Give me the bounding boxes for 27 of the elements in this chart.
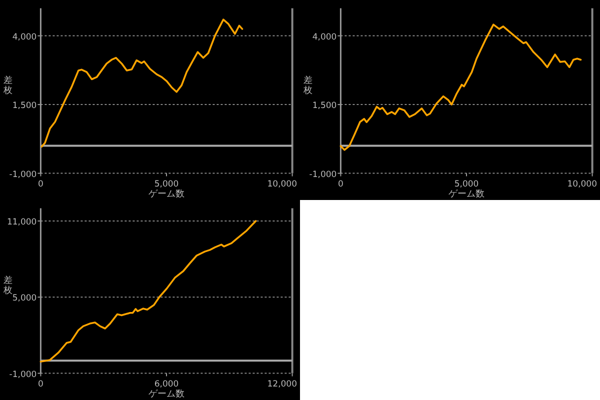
- x-tick-label: 10,000: [267, 179, 297, 190]
- x-tick-label: 6,000: [154, 379, 179, 390]
- x-tick-label: 0: [38, 379, 44, 390]
- y-axis-title: 差枚: [2, 74, 12, 96]
- y-axis-title: 差枚: [302, 74, 312, 96]
- y-tick-label: -1,000: [9, 170, 37, 180]
- x-tick-label: 5,000: [454, 179, 479, 190]
- x-tick-label: 5,000: [154, 179, 179, 190]
- y-tick-label: -1,000: [309, 170, 337, 180]
- y-tick-label: 1,500: [12, 101, 37, 112]
- x-axis-title: ゲーム数: [148, 388, 184, 400]
- y-tick-label: -1,000: [9, 370, 37, 380]
- y-tick-label: 11,000: [6, 217, 37, 228]
- line-series: [40, 18, 244, 148]
- x-tick-label: 0: [38, 179, 44, 190]
- y-tick-label: 1,500: [312, 101, 337, 112]
- x-axis-title: ゲーム数: [448, 188, 484, 200]
- y-tick-label: 4,000: [312, 32, 337, 42]
- x-tick-label: 10,000: [567, 179, 597, 190]
- x-tick-label: 0: [338, 179, 344, 190]
- y-axis-title: 差枚: [2, 274, 12, 296]
- y-tick-label: 5,000: [12, 294, 37, 304]
- x-tick-label: 12,000: [267, 379, 297, 390]
- y-tick-label: 4,000: [12, 32, 37, 42]
- line-series: [40, 220, 257, 363]
- x-axis-title: ゲーム数: [148, 188, 184, 200]
- line-series: [340, 24, 582, 151]
